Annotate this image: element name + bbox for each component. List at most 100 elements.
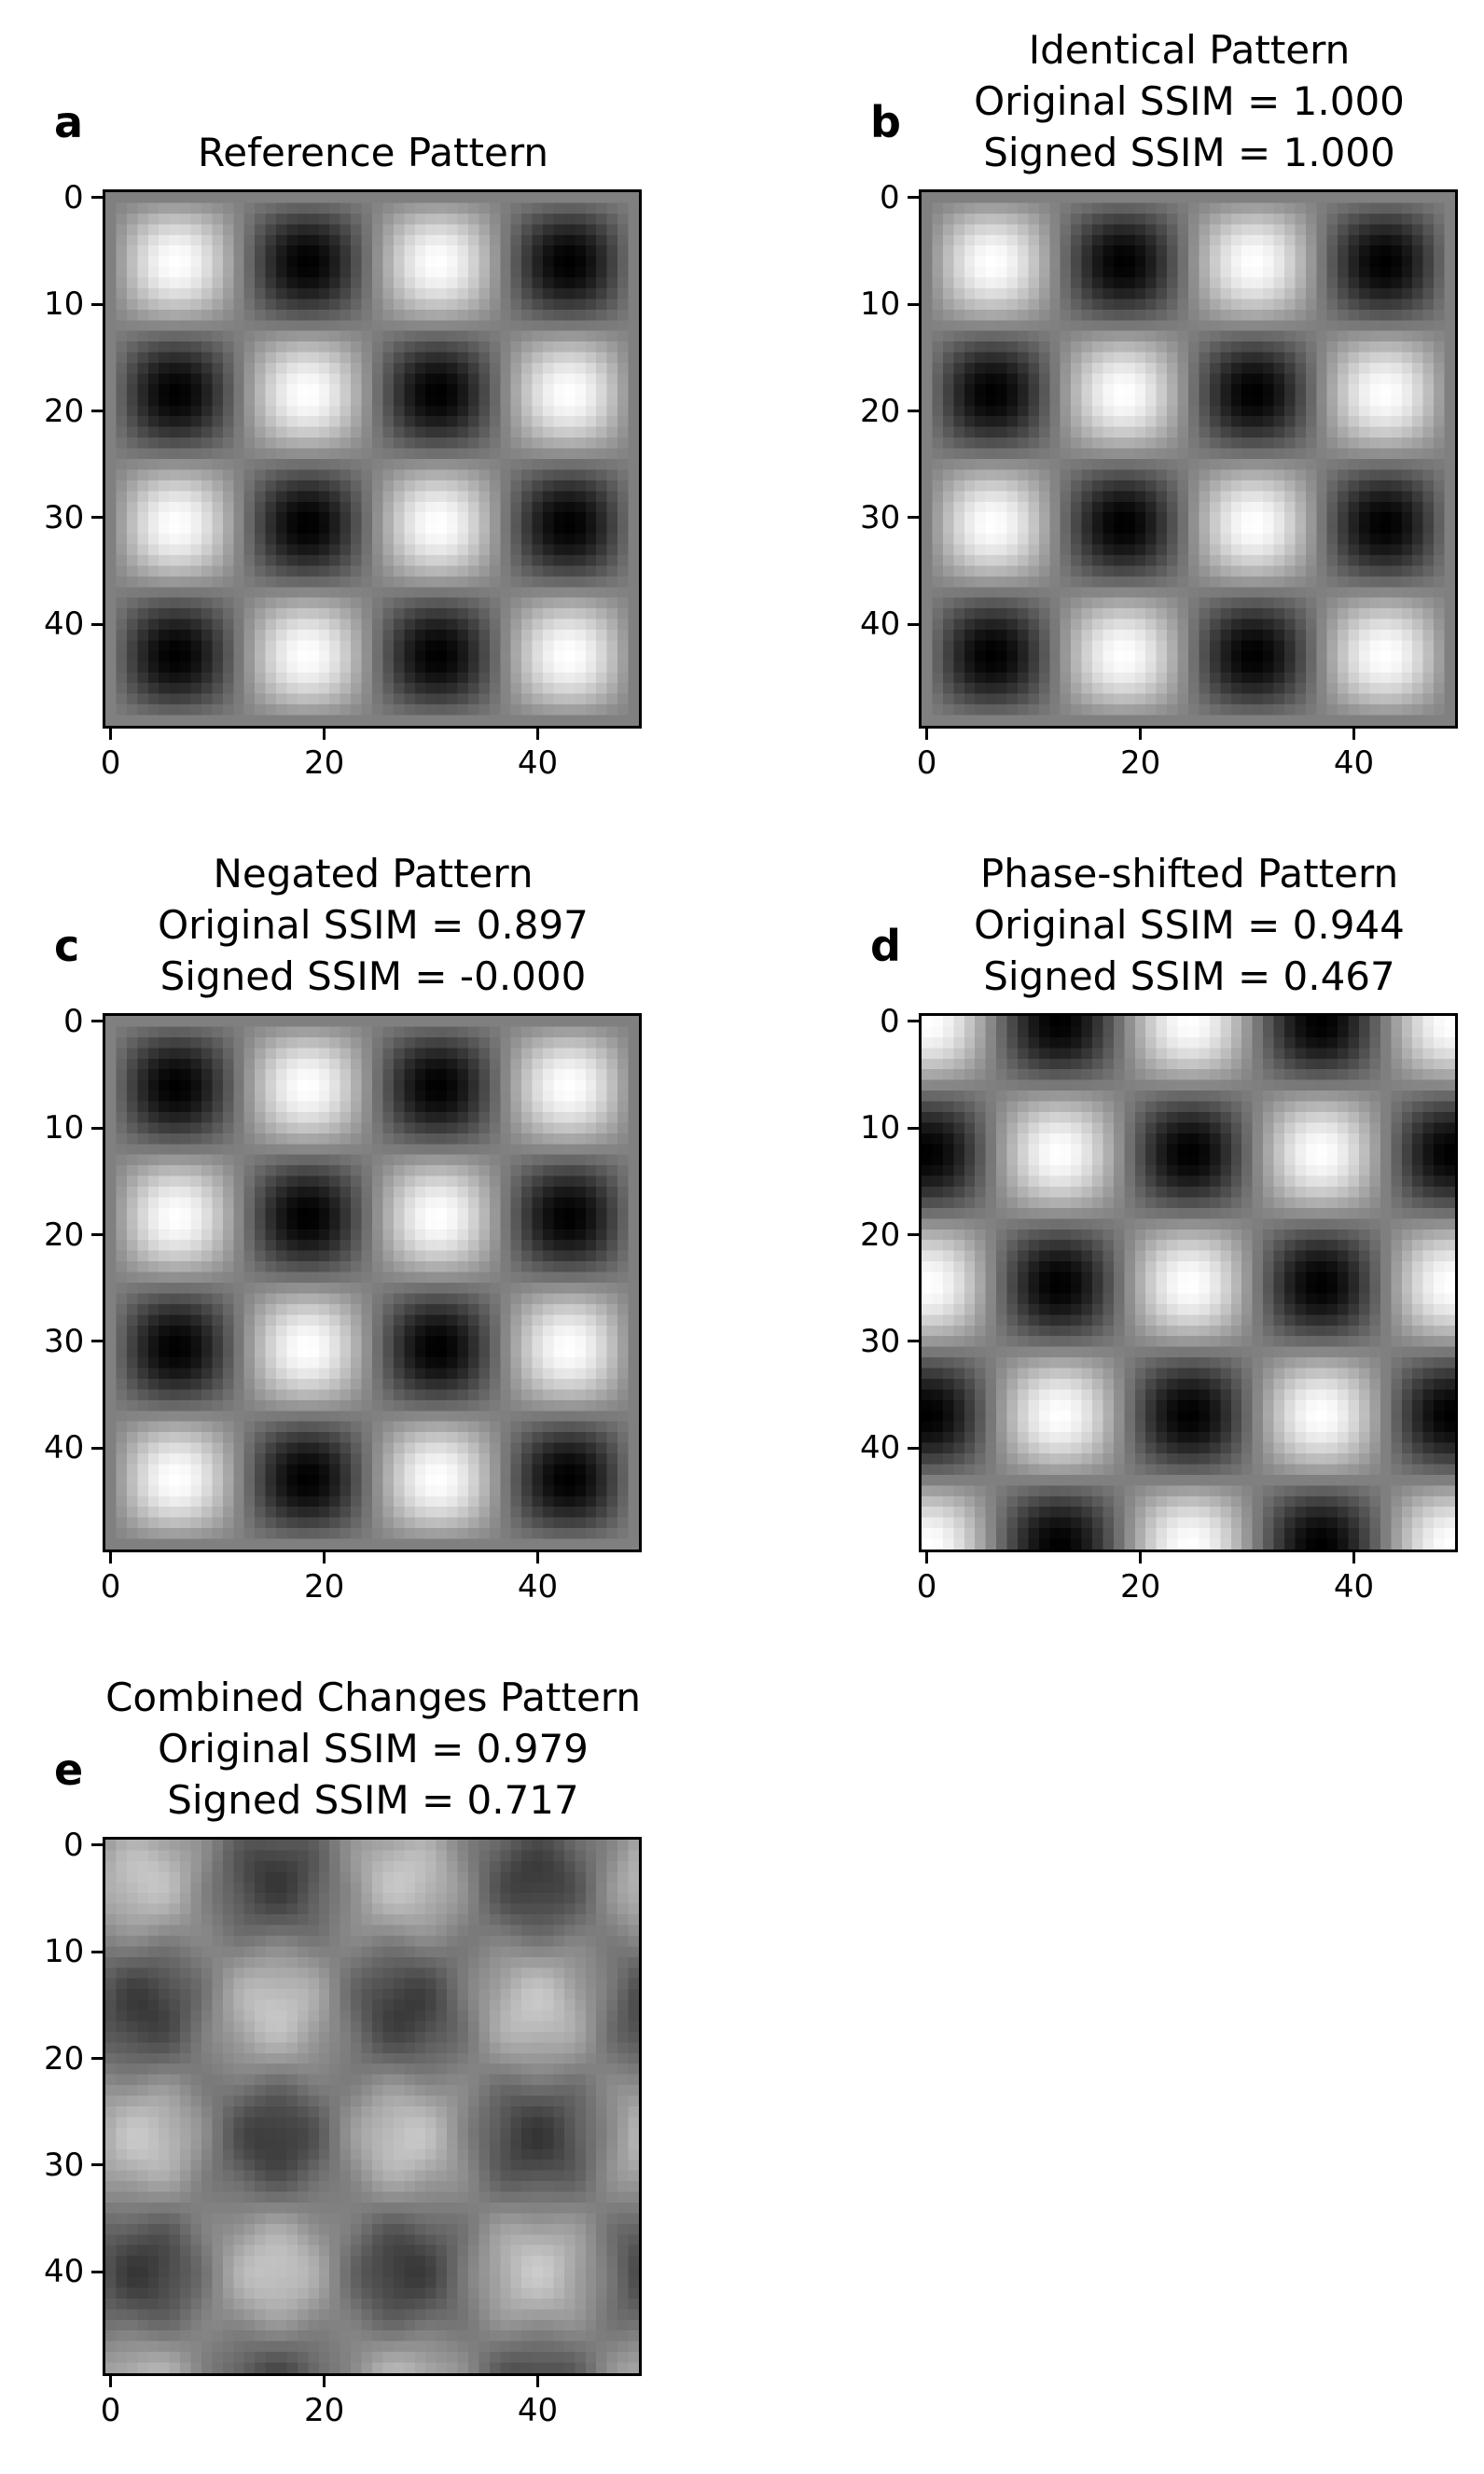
- heatmap-axes: [103, 1013, 642, 1552]
- y-tick: [908, 1446, 919, 1450]
- title-line: Original SSIM = 1.000: [974, 78, 1405, 124]
- x-tick: [1352, 1552, 1355, 1564]
- y-tick-label: 10: [44, 1109, 85, 1147]
- x-tick-label: 40: [1333, 744, 1375, 782]
- heatmap-image: [922, 1016, 1455, 1550]
- heatmap-image: [922, 192, 1455, 726]
- panel-e: e Combined Changes Pattern Original SSIM…: [0, 1647, 728, 2468]
- panel-label: e: [54, 1744, 84, 1795]
- heatmap-axes: [919, 189, 1458, 729]
- panel-title: Phase-shifted Pattern Original SSIM = 0.…: [835, 848, 1484, 1002]
- x-tick: [323, 729, 326, 740]
- y-tick: [91, 1126, 103, 1130]
- x-tick: [535, 1552, 539, 1564]
- x-tick-label: 20: [304, 2392, 345, 2429]
- title-line: Signed SSIM = 0.467: [983, 953, 1395, 999]
- x-tick-label: 0: [100, 1568, 121, 1605]
- panel-a: a Reference Pattern 0 20 40 0 10 20 30 40: [0, 0, 728, 821]
- panel-label: b: [870, 97, 901, 147]
- y-tick: [908, 196, 919, 200]
- panel-d: d Phase-shifted Pattern Original SSIM = …: [816, 824, 1484, 1645]
- title-line: Combined Changes Pattern: [105, 1675, 641, 1720]
- panel-b: b Identical Pattern Original SSIM = 1.00…: [816, 0, 1484, 821]
- x-tick-label: 0: [100, 744, 121, 782]
- title-line: Original SSIM = 0.897: [158, 902, 589, 948]
- x-tick: [1139, 729, 1143, 740]
- y-tick: [91, 196, 103, 200]
- title-line: Identical Pattern: [1028, 27, 1351, 73]
- panel-title: Reference Pattern: [19, 127, 728, 178]
- x-tick: [109, 1552, 113, 1564]
- panel-label: a: [54, 97, 84, 147]
- y-tick-label: 40: [44, 605, 85, 644]
- panel-title: Combined Changes Pattern Original SSIM =…: [19, 1672, 728, 1826]
- x-tick: [925, 729, 929, 740]
- y-tick: [908, 1340, 919, 1343]
- x-tick: [109, 2376, 113, 2387]
- y-tick: [91, 1843, 103, 1847]
- x-tick: [535, 729, 539, 740]
- heatmap-axes: [919, 1013, 1458, 1552]
- y-tick-label: 0: [880, 178, 900, 216]
- y-tick-label: 30: [44, 498, 85, 536]
- panel-title: Identical Pattern Original SSIM = 1.000 …: [835, 24, 1484, 178]
- y-tick: [908, 410, 919, 413]
- x-tick-label: 0: [916, 1568, 937, 1605]
- y-tick-label: 40: [44, 2253, 85, 2291]
- panel-label: d: [870, 921, 901, 971]
- x-tick: [535, 2376, 539, 2387]
- y-tick-label: 0: [63, 1002, 84, 1040]
- y-tick: [908, 1126, 919, 1130]
- heatmap-image: [105, 1016, 639, 1550]
- y-tick-label: 30: [44, 1322, 85, 1360]
- heatmap-axes: [103, 1837, 642, 2376]
- x-tick-label: 20: [304, 1568, 345, 1605]
- y-tick-label: 10: [860, 1109, 901, 1147]
- y-tick-label: 0: [63, 1826, 84, 1864]
- x-tick: [1352, 729, 1355, 740]
- heatmap-image: [105, 192, 639, 726]
- x-tick: [925, 1552, 929, 1564]
- y-tick-label: 0: [880, 1002, 900, 1040]
- x-tick-label: 40: [1333, 1568, 1375, 1605]
- x-tick-label: 40: [517, 744, 559, 782]
- x-tick: [323, 2376, 326, 2387]
- y-tick-label: 10: [860, 285, 901, 324]
- x-tick-label: 20: [304, 744, 345, 782]
- y-tick-label: 30: [860, 498, 901, 536]
- y-tick: [908, 302, 919, 306]
- y-tick-label: 40: [860, 1429, 901, 1467]
- title-line: Signed SSIM = 1.000: [983, 130, 1395, 175]
- y-tick-label: 20: [44, 1216, 85, 1254]
- title-line: Reference Pattern: [198, 130, 548, 175]
- y-tick: [91, 1340, 103, 1343]
- y-tick-label: 30: [44, 2146, 85, 2184]
- heatmap-axes: [103, 189, 642, 729]
- title-line: Signed SSIM = 0.717: [167, 1777, 579, 1823]
- y-tick: [91, 2057, 103, 2061]
- y-tick-label: 20: [860, 1216, 901, 1254]
- y-tick: [91, 410, 103, 413]
- y-tick-label: 0: [63, 178, 84, 216]
- y-tick-label: 40: [860, 605, 901, 644]
- y-tick: [908, 1020, 919, 1023]
- y-tick: [908, 622, 919, 626]
- title-line: Original SSIM = 0.979: [158, 1726, 589, 1772]
- x-tick-label: 40: [517, 1568, 559, 1605]
- y-tick-label: 10: [44, 1933, 85, 1971]
- panel-title: Negated Pattern Original SSIM = 0.897 Si…: [19, 848, 728, 1002]
- y-tick-label: 40: [44, 1429, 85, 1467]
- y-tick-label: 10: [44, 285, 85, 324]
- y-tick: [91, 302, 103, 306]
- y-tick: [91, 1233, 103, 1237]
- panel-label: c: [54, 921, 80, 971]
- title-line: Signed SSIM = -0.000: [159, 953, 587, 999]
- y-tick: [908, 516, 919, 520]
- title-line: Negated Pattern: [213, 851, 534, 896]
- y-tick: [908, 1233, 919, 1237]
- x-tick: [109, 729, 113, 740]
- x-tick: [1139, 1552, 1143, 1564]
- y-tick: [91, 2163, 103, 2167]
- y-tick: [91, 1020, 103, 1023]
- y-tick-label: 20: [860, 392, 901, 430]
